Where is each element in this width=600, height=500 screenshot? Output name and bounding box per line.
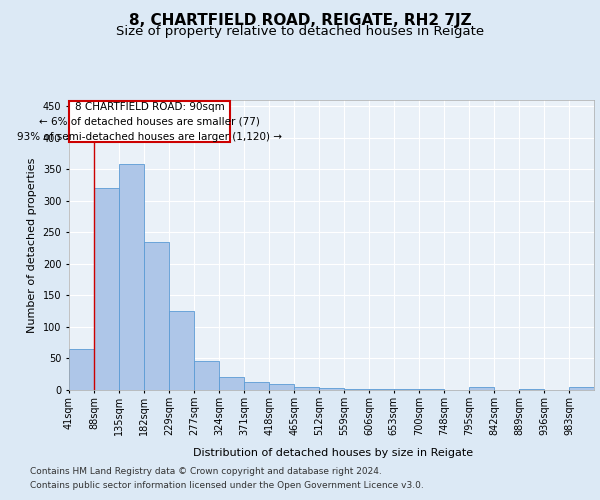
Text: 8 CHARTFIELD ROAD: 90sqm
← 6% of detached houses are smaller (77)
93% of semi-de: 8 CHARTFIELD ROAD: 90sqm ← 6% of detache… [17,102,282,142]
Bar [69,349,94,390]
Bar [569,387,594,390]
Bar [194,361,219,390]
Text: Distribution of detached houses by size in Reigate: Distribution of detached houses by size … [193,448,473,458]
Text: Contains public sector information licensed under the Open Government Licence v3: Contains public sector information licen… [30,481,424,490]
Text: 8, CHARTFIELD ROAD, REIGATE, RH2 7JZ: 8, CHARTFIELD ROAD, REIGATE, RH2 7JZ [128,12,472,28]
FancyBboxPatch shape [69,102,230,142]
Bar [319,388,344,390]
Bar [344,388,369,390]
Bar [269,384,294,390]
Bar [119,164,144,390]
Text: Size of property relative to detached houses in Reigate: Size of property relative to detached ho… [116,25,484,38]
Bar [219,377,244,390]
Bar [169,310,194,390]
Bar [144,242,169,390]
Bar [294,387,319,390]
Bar [244,382,269,390]
Bar [469,387,494,390]
Text: Contains HM Land Registry data © Crown copyright and database right 2024.: Contains HM Land Registry data © Crown c… [30,467,382,476]
Y-axis label: Number of detached properties: Number of detached properties [27,158,37,332]
Bar [94,188,119,390]
